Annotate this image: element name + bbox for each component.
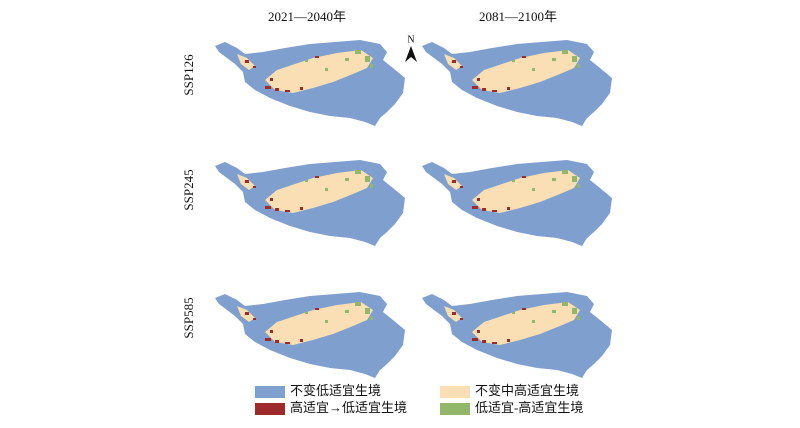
- legend-label: 不变中高适宜生境: [475, 383, 579, 398]
- legend-label: 高适宜→低适宜生境: [290, 400, 407, 415]
- map-panel: [422, 160, 612, 246]
- legend-swatch: [440, 386, 470, 398]
- row-label: SSP245: [181, 169, 196, 210]
- legend-swatch: [440, 403, 470, 415]
- column-header: 2081—2100年: [479, 9, 557, 24]
- north-label: N: [407, 34, 414, 45]
- map-panel: [215, 40, 405, 126]
- legend-label: 不变低适宜生境: [290, 383, 381, 398]
- legend-swatch: [255, 403, 285, 415]
- row-label: SSP126: [181, 54, 196, 96]
- legend-label: 低适宜-高适宜生境: [475, 400, 583, 415]
- legend-swatch: [255, 386, 285, 398]
- map-panel: [215, 160, 405, 246]
- map-panel: [422, 40, 612, 126]
- column-header: 2021—2040年: [268, 9, 346, 24]
- north-arrow: [405, 46, 417, 62]
- row-label: SSP585: [181, 297, 196, 338]
- map-panel: [215, 292, 405, 378]
- map-panel: [422, 292, 612, 378]
